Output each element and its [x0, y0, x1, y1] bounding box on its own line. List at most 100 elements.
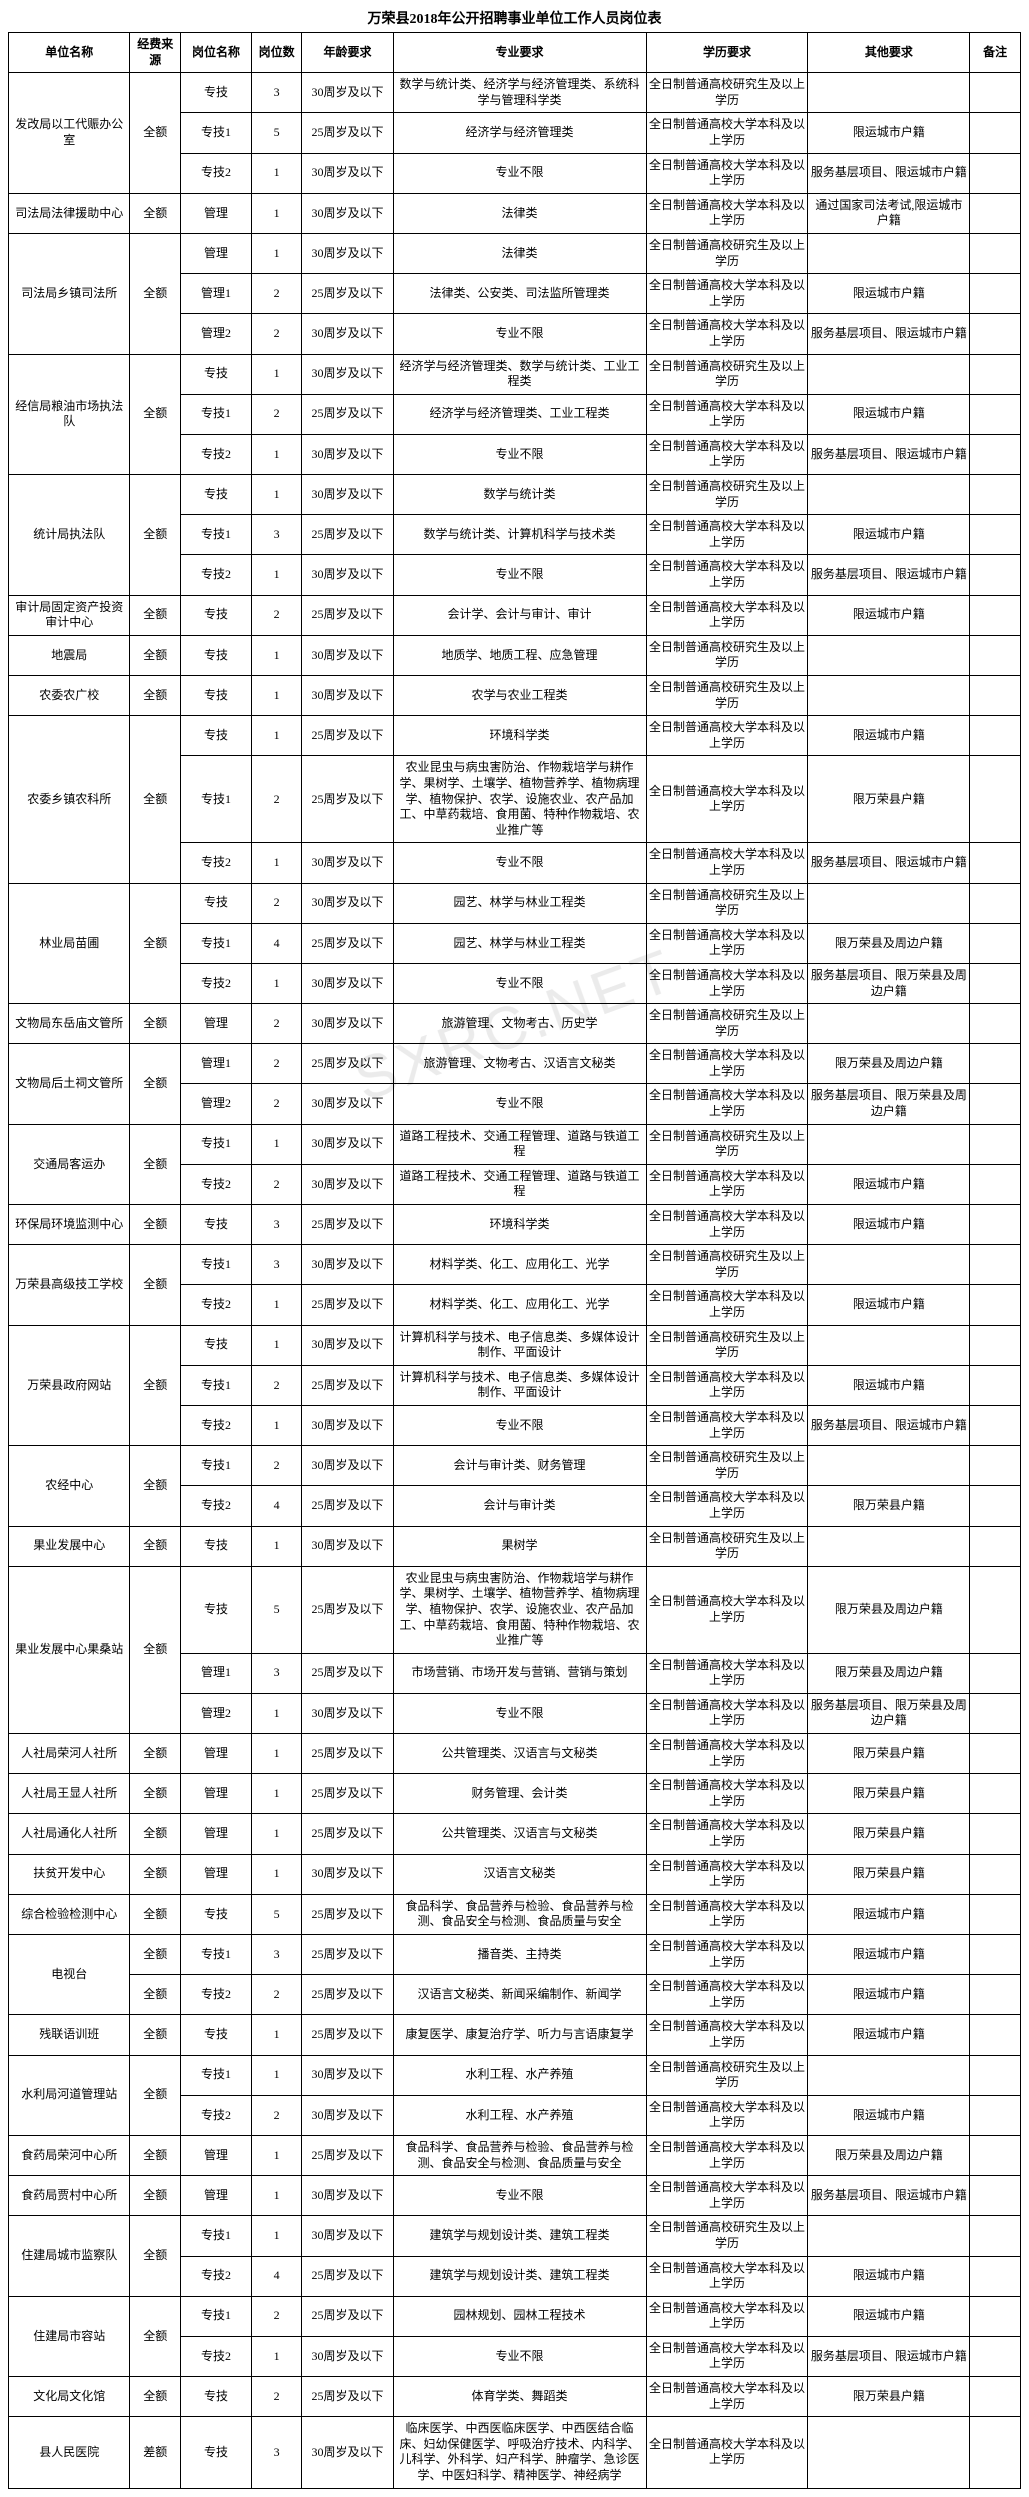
cell-num: 1	[251, 1814, 302, 1854]
cell-edu: 全日制普通高校大学本科及以上学历	[646, 2095, 808, 2135]
cell-post: 专技	[181, 1325, 252, 1365]
cell-age: 30周岁及以下	[302, 2095, 393, 2135]
cell-major: 地质学、地质工程、应急管理	[393, 635, 646, 675]
cell-unit: 农经中心	[9, 1446, 130, 1526]
table-row: 文物局后土祠文管所全额管理1225周岁及以下旅游管理、文物考古、汉语言文秘类全日…	[9, 1044, 1021, 1084]
col-major: 专业要求	[393, 33, 646, 73]
cell-fund: 全额	[130, 73, 181, 194]
cell-unit: 扶贫开发中心	[9, 1854, 130, 1894]
cell-major: 会计与审计类	[393, 1486, 646, 1526]
cell-edu: 全日制普通高校研究生及以上学历	[646, 1124, 808, 1164]
cell-other: 限万荣县户籍	[808, 1486, 970, 1526]
cell-edu: 全日制普通高校研究生及以上学历	[646, 1526, 808, 1566]
cell-post: 专技1	[181, 2296, 252, 2336]
cell-num: 1	[251, 1124, 302, 1164]
cell-edu: 全日制普通高校大学本科及以上学历	[646, 1854, 808, 1894]
cell-post: 专技	[181, 1526, 252, 1566]
cell-num: 2	[251, 883, 302, 923]
col-num: 岗位数	[251, 33, 302, 73]
cell-note	[970, 1566, 1021, 1653]
cell-other: 限运城市户籍	[808, 1164, 970, 1204]
col-unit: 单位名称	[9, 33, 130, 73]
cell-edu: 全日制普通高校大学本科及以上学历	[646, 515, 808, 555]
cell-major: 农业昆虫与病虫害防治、作物栽培学与耕作学、果树学、土壤学、植物营养学、植物病理学…	[393, 756, 646, 843]
cell-other: 限运城市户籍	[808, 2015, 970, 2055]
cell-fund: 全额	[130, 1894, 181, 1934]
cell-major: 市场营销、市场开发与营销、营销与策划	[393, 1653, 646, 1693]
cell-unit: 林业局苗圃	[9, 883, 130, 1004]
cell-edu: 全日制普通高校大学本科及以上学历	[646, 1774, 808, 1814]
cell-note	[970, 595, 1021, 635]
cell-note	[970, 2216, 1021, 2256]
cell-age: 30周岁及以下	[302, 883, 393, 923]
cell-note	[970, 1405, 1021, 1445]
cell-num: 2	[251, 1446, 302, 1486]
cell-num: 5	[251, 113, 302, 153]
cell-note	[970, 2417, 1021, 2488]
cell-fund: 全额	[130, 1975, 181, 2015]
cell-note	[970, 2296, 1021, 2336]
cell-edu: 全日制普通高校大学本科及以上学历	[646, 2135, 808, 2175]
cell-age: 30周岁及以下	[302, 233, 393, 273]
cell-num: 3	[251, 73, 302, 113]
cell-edu: 全日制普通高校研究生及以上学历	[646, 233, 808, 273]
table-row: 司法局乡镇司法所全额管理130周岁及以下法律类全日制普通高校研究生及以上学历	[9, 233, 1021, 273]
cell-unit: 人社局荣河人社所	[9, 1734, 130, 1774]
cell-other: 限运城市户籍	[808, 1975, 970, 2015]
cell-edu: 全日制普通高校研究生及以上学历	[646, 676, 808, 716]
cell-note	[970, 1734, 1021, 1774]
table-row: 县人民医院差额专技330周岁及以下临床医学、中西医临床医学、中西医结合临床、妇幼…	[9, 2417, 1021, 2488]
cell-note	[970, 1894, 1021, 1934]
cell-other: 服务基层项目、限运城市户籍	[808, 2176, 970, 2216]
cell-num: 1	[251, 555, 302, 595]
cell-post: 专技2	[181, 2256, 252, 2296]
cell-age: 30周岁及以下	[302, 193, 393, 233]
cell-fund: 全额	[130, 1446, 181, 1526]
cell-age: 30周岁及以下	[302, 475, 393, 515]
table-row: 经信局粮油市场执法队全额专技130周岁及以下经济学与经济管理类、数学与统计类、工…	[9, 354, 1021, 394]
cell-edu: 全日制普通高校大学本科及以上学历	[646, 1164, 808, 1204]
cell-num: 1	[251, 1526, 302, 1566]
cell-age: 25周岁及以下	[302, 716, 393, 756]
cell-age: 25周岁及以下	[302, 2015, 393, 2055]
cell-other	[808, 1526, 970, 1566]
cell-major: 经济学与经济管理类	[393, 113, 646, 153]
cell-post: 专技	[181, 2417, 252, 2488]
cell-post: 管理	[181, 1814, 252, 1854]
cell-other: 通过国家司法考试,限运城市户籍	[808, 193, 970, 233]
cell-other: 限万荣县户籍	[808, 1734, 970, 1774]
cell-major: 汉语言文秘类、新闻采编制作、新闻学	[393, 1975, 646, 2015]
cell-note	[970, 676, 1021, 716]
cell-num: 3	[251, 515, 302, 555]
cell-post: 专技1	[181, 515, 252, 555]
page-title: 万荣县2018年公开招聘事业单位工作人员岗位表	[8, 8, 1021, 28]
cell-major: 材料学类、化工、应用化工、光学	[393, 1285, 646, 1325]
cell-age: 30周岁及以下	[302, 1084, 393, 1124]
cell-unit: 住建局城市监察队	[9, 2216, 130, 2296]
cell-other: 限万荣县户籍	[808, 1774, 970, 1814]
cell-other: 限万荣县户籍	[808, 2377, 970, 2417]
cell-note	[970, 1124, 1021, 1164]
cell-post: 专技2	[181, 555, 252, 595]
cell-note	[970, 394, 1021, 434]
cell-note	[970, 2055, 1021, 2095]
cell-age: 25周岁及以下	[302, 1814, 393, 1854]
cell-age: 30周岁及以下	[302, 2417, 393, 2488]
cell-age: 30周岁及以下	[302, 1164, 393, 1204]
cell-other: 限运城市户籍	[808, 2095, 970, 2135]
cell-unit: 文物局东岳庙文管所	[9, 1004, 130, 1044]
cell-fund: 全额	[130, 1734, 181, 1774]
cell-post: 专技2	[181, 843, 252, 883]
cell-age: 30周岁及以下	[302, 1526, 393, 1566]
cell-age: 30周岁及以下	[302, 1325, 393, 1365]
cell-num: 1	[251, 1405, 302, 1445]
cell-major: 园艺、林学与林业工程类	[393, 923, 646, 963]
cell-fund: 全额	[130, 354, 181, 475]
cell-num: 1	[251, 676, 302, 716]
cell-num: 2	[251, 1044, 302, 1084]
cell-post: 专技1	[181, 1365, 252, 1405]
cell-major: 食品科学、食品营养与检验、食品营养与检测、食品安全与检测、食品质量与安全	[393, 2135, 646, 2175]
col-edu: 学历要求	[646, 33, 808, 73]
table-row: 万荣县政府网站全额专技130周岁及以下计算机科学与技术、电子信息类、多媒体设计制…	[9, 1325, 1021, 1365]
cell-major: 财务管理、会计类	[393, 1774, 646, 1814]
